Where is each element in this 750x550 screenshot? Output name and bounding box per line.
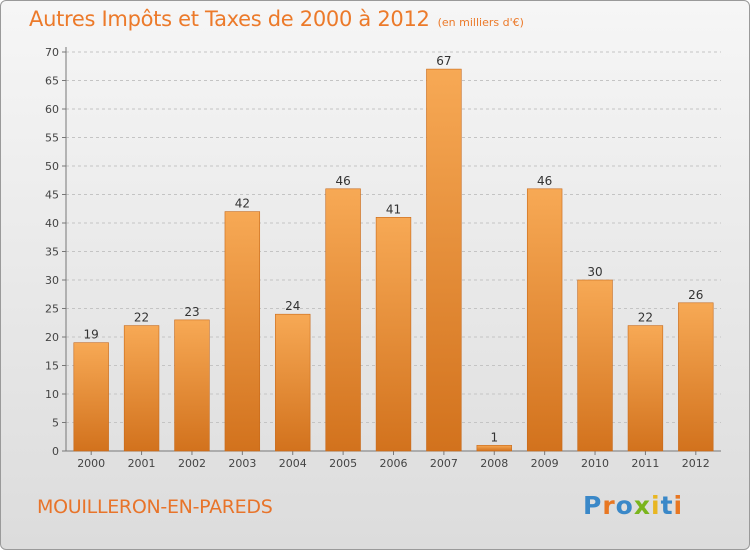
value-label-2006: 41 [386, 202, 401, 216]
value-label-2002: 23 [184, 305, 199, 319]
value-label-2012: 26 [688, 288, 703, 302]
x-tick-label-2005: 2005 [329, 457, 357, 470]
y-tick-label: 65 [45, 75, 59, 88]
y-tick-label: 0 [52, 445, 59, 458]
x-tick-label-2011: 2011 [631, 457, 659, 470]
x-tick-label-2004: 2004 [279, 457, 307, 470]
chart-subtitle: (en milliers d'€) [437, 16, 524, 29]
y-tick-label: 10 [45, 388, 59, 401]
y-tick-label: 50 [45, 160, 59, 173]
chart-title: Autres Impôts et Taxes de 2000 à 2012 [29, 7, 430, 31]
value-label-2004: 24 [285, 299, 300, 313]
x-tick-label-2007: 2007 [430, 457, 458, 470]
y-tick-label: 35 [45, 246, 59, 259]
title-row: Autres Impôts et Taxes de 2000 à 2012 (en… [29, 7, 524, 31]
x-tick-label-2009: 2009 [531, 457, 559, 470]
bar-2005 [325, 188, 361, 452]
proxiti-logo: Proxiti [583, 491, 683, 520]
x-tick-label-2006: 2006 [380, 457, 408, 470]
value-label-2008: 1 [490, 430, 498, 444]
logo-letter: r [602, 491, 616, 520]
logo-letter: i [651, 491, 661, 520]
bar-2011 [627, 325, 664, 452]
value-label-2003: 42 [235, 197, 250, 211]
logo-letter: o [615, 491, 634, 520]
x-tick-label-2008: 2008 [480, 457, 508, 470]
y-tick-label: 55 [45, 132, 59, 145]
labels: 0 5 10 15 20 25 30 35 40 45 50 55 60 65 70 19 2000 22 2001… [45, 46, 710, 470]
y-tick-label: 45 [45, 189, 59, 202]
y-tick-label: 40 [45, 217, 59, 230]
y-tick-label: 5 [52, 417, 59, 430]
bar-2012 [678, 302, 714, 452]
value-label-2007: 67 [436, 54, 451, 68]
bar-2004 [275, 313, 311, 452]
logo-letter: x [633, 491, 651, 520]
x-tick-label-2000: 2000 [77, 457, 105, 470]
bar-2007 [426, 68, 462, 452]
x-tick-label-2003: 2003 [228, 457, 256, 470]
y-tick-label: 30 [45, 274, 59, 287]
value-label-2000: 19 [84, 328, 99, 342]
y-tick-label: 25 [45, 303, 59, 316]
logo-letter: i [673, 491, 684, 520]
logo-letter: P [583, 491, 603, 520]
bar-2001 [123, 325, 160, 452]
y-tick-label: 15 [45, 360, 59, 373]
y-tick-label: 20 [45, 331, 59, 344]
value-label-2010: 30 [587, 265, 602, 279]
y-tick-label: 60 [45, 103, 59, 116]
value-label-2001: 22 [134, 311, 149, 325]
bar-2006 [375, 217, 412, 452]
x-tick-label-2001: 2001 [128, 457, 156, 470]
value-label-2009: 46 [537, 174, 552, 188]
bar-2003 [224, 211, 261, 452]
bars [73, 68, 714, 452]
bar-2002 [174, 319, 210, 452]
x-tick-label-2002: 2002 [178, 457, 206, 470]
value-label-2011: 22 [638, 311, 653, 325]
y-tick-label: 70 [45, 46, 59, 59]
x-tick-label-2010: 2010 [581, 457, 609, 470]
value-label-2005: 46 [335, 174, 350, 188]
x-tick-label-2012: 2012 [682, 457, 710, 470]
place-name: MOUILLERON-EN-PAREDS [37, 496, 273, 518]
bar-2008 [476, 444, 512, 452]
bar-2000 [73, 342, 109, 452]
logo-letter: t [660, 491, 674, 520]
bar-2010 [577, 279, 613, 452]
bar-2009 [526, 188, 563, 452]
